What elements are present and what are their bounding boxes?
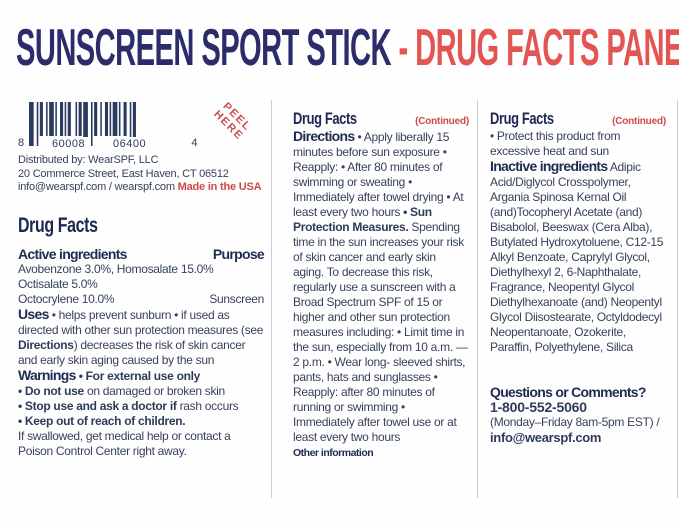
warnings-heading-line: Warnings • For external use only (18, 366, 264, 384)
warnings-bullet-1-rest: on damaged or broken skin (83, 383, 225, 398)
distributor-contact: info@wearspf.com / wearspf.com (18, 181, 178, 193)
support-hours: (Monday–Friday 8am-5pm EST) / (490, 415, 660, 429)
distributor-info: Distributed by: WearSPF, LLC 20 Commerce… (18, 154, 264, 195)
uses-text-1: • helps prevent sunburn • if used as dir… (18, 307, 264, 337)
barcode-bars-graphic (29, 102, 136, 146)
warnings-footer: If swallowed, get medical help or contac… (18, 428, 231, 458)
barcode-digits-group2: 06400 (110, 137, 150, 152)
inactive-ingredients-paragraph: Inactive ingredients Adipic Acid/Diglyco… (490, 159, 666, 355)
warnings-bullet-3: • Keep out of reach of children. (18, 414, 264, 429)
protect-bullet: • Protect this product from excessive he… (490, 129, 621, 158)
active-ingredients-header-row: Active ingredients Purpose (18, 245, 265, 262)
right-panel: Drug Facts (Continued) • Protect this pr… (490, 100, 666, 446)
column-divider-1 (271, 100, 272, 498)
drug-facts-heading-middle: Drug Facts (293, 109, 357, 128)
inactive-ingredients-label: Inactive ingredients (490, 158, 608, 174)
warnings-bullet-1: • Do not use on damaged or broken skin (18, 384, 264, 399)
warnings-bullet-1-bold: • Do not use (18, 383, 84, 398)
warnings-bullet-2-bold: • Stop use and ask a doctor if (18, 398, 177, 413)
continued-tag-middle: (Continued) (415, 116, 469, 127)
directions-text-2: Spending time in the sun increases your … (293, 220, 468, 444)
drug-facts-heading-right-row: Drug Facts (Continued) (490, 110, 666, 129)
questions-comments-block: Questions or Comments? 1-800-552-5060 (M… (490, 384, 666, 446)
warnings-bullet-2-rest: rash occurs (176, 398, 239, 413)
uses-directions-ref: Directions (18, 337, 74, 352)
directions-text-1: • Apply liberally 15 minutes before sun … (293, 130, 464, 219)
label-columns: 8 60008 06400 4 PEEL HERE Distributed by… (0, 100, 678, 498)
other-information-label: Other information (293, 447, 374, 459)
barcode-digit-right: 4 (191, 137, 198, 149)
phone-number: 1-800-552-5060 (490, 399, 587, 415)
ingredient-purpose-row: Octocrylene 10.0% Sunscreen (18, 292, 264, 307)
distributor-line1: Distributed by: WearSPF, LLC (18, 154, 159, 166)
drug-facts-heading-middle-row: Drug Facts (Continued) (293, 110, 469, 129)
barcode-digits-group1: 60008 (49, 137, 89, 152)
continued-tag-right: (Continued) (612, 116, 666, 127)
active-ingredients-label: Active ingredients (18, 245, 127, 262)
ingredient-line-3: Octocrylene 10.0% (18, 291, 115, 306)
warnings-label: Warnings (18, 366, 76, 383)
barcode-digit-left: 8 (18, 137, 25, 149)
left-panel: 8 60008 06400 4 PEEL HERE Distributed by… (18, 100, 265, 459)
made-in-usa-text: Made in the USA (177, 181, 262, 193)
sun-protection-measures-bold: • Sun Protection Measures. (293, 205, 432, 234)
peel-here-note: PEEL HERE (211, 100, 254, 142)
drug-facts-heading-right: Drug Facts (490, 109, 554, 128)
warnings-bullet-external: • For external use only (75, 368, 201, 383)
other-information-label-line: Other information (293, 445, 469, 461)
questions-comments-label: Questions or Comments? (490, 384, 646, 400)
ingredient-line-2: Octisalate 5.0% (18, 276, 98, 291)
upc-barcode: 8 60008 06400 4 (18, 102, 198, 152)
column-divider-3 (677, 100, 678, 498)
directions-paragraph: Directions • Apply liberally 15 minutes … (293, 129, 469, 445)
distributor-line2: 20 Commerce Street, East Haven, CT 06512 (18, 167, 229, 180)
inactive-ingredients-text: Adipic Acid/Diglycol Crosspolymer, Argan… (490, 160, 664, 354)
column-divider-2 (477, 100, 478, 498)
title-accent: - DRUG FACTS PANEL (398, 19, 679, 77)
ingredient-line-1: Avobenzone 3.0%, Homosalate 15.0% (18, 261, 214, 276)
title-main: SUNSCREEN SPORT STICK (16, 19, 399, 77)
uses-paragraph: Uses • helps prevent sunburn • if used a… (18, 305, 264, 368)
warnings-bullet-2: • Stop use and ask a doctor if rash occu… (18, 399, 264, 414)
warnings-bullet-3-bold: • Keep out of reach of children. (18, 413, 186, 428)
purpose-label: Purpose (212, 245, 265, 262)
purpose-value: Sunscreen (209, 291, 264, 306)
uses-label: Uses (18, 305, 49, 322)
drug-facts-heading-left: Drug Facts (18, 213, 98, 237)
directions-label: Directions (293, 128, 355, 144)
barcode-section: 8 60008 06400 4 PEEL HERE (18, 100, 264, 154)
support-email: info@wearspf.com (490, 430, 602, 445)
uses-text-2: ) decreases the risk of skin cancer and … (18, 337, 246, 367)
page-title: SUNSCREEN SPORT STICK - DRUG FACTS PANEL (16, 22, 679, 74)
middle-panel: Drug Facts (Continued) Directions • Appl… (293, 100, 469, 461)
